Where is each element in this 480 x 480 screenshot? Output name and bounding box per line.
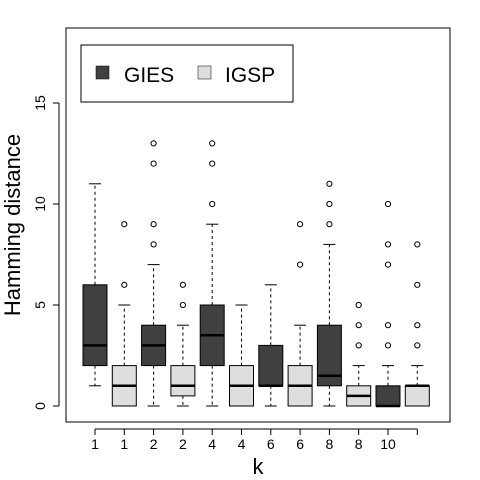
x-tick-label: 8 — [355, 436, 363, 452]
outlier-point — [209, 140, 216, 147]
outlier-point — [355, 322, 362, 329]
box-gies-7 — [258, 284, 284, 407]
box-iqr — [170, 365, 196, 397]
legend-swatch-igsp — [197, 65, 212, 80]
outlier-point — [150, 241, 157, 248]
x-tick-label: 1 — [91, 436, 99, 452]
legend-label-gies: GIES — [124, 64, 174, 87]
outlier-point — [326, 221, 333, 228]
outlier-point — [297, 261, 304, 268]
outlier-point — [355, 301, 362, 309]
box-gies-1 — [82, 183, 108, 387]
x-axis-label: k — [253, 454, 265, 479]
box-gies-5 — [199, 140, 225, 407]
outlier-point — [414, 322, 421, 329]
legend: GIES IGSP — [80, 44, 294, 103]
y-tick-label: 5 — [32, 301, 48, 309]
x-tick-label: 10 — [380, 436, 396, 452]
y-axis-label: Hamming distance — [0, 134, 25, 316]
outlier-point — [121, 221, 128, 228]
x-tick-label: 6 — [267, 436, 275, 452]
box-gies-11 — [375, 200, 401, 408]
box-igsp-10 — [346, 301, 372, 407]
box-igsp-8 — [287, 221, 313, 407]
outlier-point — [209, 160, 216, 167]
outlier-point — [179, 301, 186, 309]
box-igsp-6 — [229, 304, 254, 407]
box-iqr — [82, 284, 108, 367]
outlier-point — [150, 140, 157, 147]
outlier-point — [297, 221, 304, 228]
outlier-point — [384, 261, 392, 268]
x-tick-label: 4 — [238, 436, 246, 452]
plot-frame — [65, 27, 451, 423]
y-tick-label: 15 — [32, 95, 48, 111]
outlier-point — [384, 241, 392, 248]
x-tick-label: 2 — [150, 436, 158, 452]
box-igsp-4 — [170, 281, 196, 407]
x-tick-label: 4 — [208, 436, 216, 452]
legend-label-igsp: IGSP — [225, 64, 275, 87]
outlier-point — [384, 200, 392, 208]
y-tick-label: 0 — [32, 402, 48, 410]
x-tick-label: 1 — [120, 436, 128, 452]
box-iqr — [258, 344, 284, 387]
outlier-point — [326, 200, 333, 208]
outlier-point — [384, 342, 392, 349]
box-iqr — [375, 385, 401, 407]
outlier-point — [414, 241, 421, 248]
outlier-point — [179, 281, 186, 288]
legend-box — [80, 44, 294, 103]
chart-marks: 1 1 2 2 4 4 6 6 8 8 10 0 5 10 15 — [32, 95, 430, 452]
x-tick-label: 2 — [179, 436, 187, 452]
box-igsp-12 — [404, 241, 430, 407]
outlier-point — [326, 180, 333, 187]
outlier-point — [150, 160, 157, 167]
outlier-point — [384, 322, 392, 329]
outlier-point — [414, 281, 421, 288]
outlier-point — [355, 342, 362, 349]
x-tick-label: 8 — [326, 436, 334, 452]
legend-swatch-gies — [95, 65, 110, 80]
outlier-point — [209, 200, 216, 208]
box-iqr — [404, 385, 430, 407]
y-tick-label: 10 — [32, 196, 48, 212]
box-igsp-2 — [111, 221, 137, 407]
outlier-point — [150, 221, 157, 228]
box-gies-9 — [316, 180, 342, 407]
box-gies-3 — [141, 140, 167, 407]
x-tick-label: 6 — [296, 436, 304, 452]
outlier-point — [121, 281, 128, 288]
outlier-point — [414, 342, 421, 349]
